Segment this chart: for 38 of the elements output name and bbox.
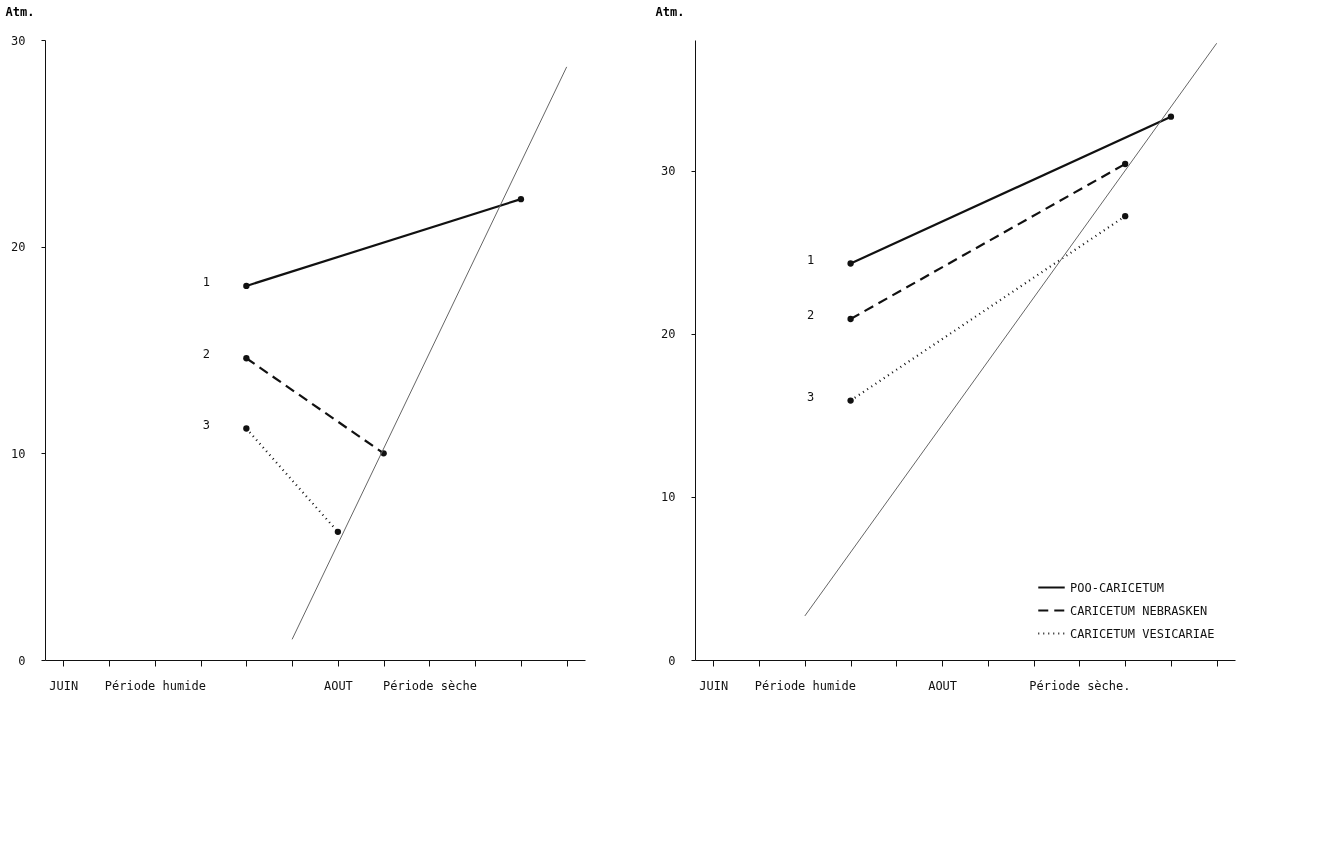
- point: [243, 282, 250, 290]
- x-tick-label: Période humide: [104, 678, 206, 693]
- point: [847, 260, 854, 267]
- point: [847, 315, 854, 323]
- legend-label: CARICETUM VESICARIAE: [1070, 626, 1215, 641]
- y-tick-label: 0: [18, 653, 26, 668]
- y-tick-label: 30: [11, 33, 26, 48]
- y-tick-label: 30: [661, 164, 676, 179]
- annotation: 3: [806, 389, 815, 404]
- point: [1122, 213, 1129, 220]
- y-tick-label: 10: [11, 446, 26, 461]
- x-tick-label: AOUT: [928, 678, 958, 693]
- y-axis-title: Atm.: [5, 4, 35, 19]
- annotation: 2: [202, 347, 210, 362]
- y-axis-title: Atm.: [655, 4, 685, 19]
- point: [1122, 160, 1129, 168]
- x-tick-label: AOUT: [323, 678, 353, 693]
- point: [243, 425, 250, 432]
- annotation: 1: [202, 274, 210, 289]
- y-tick-label: 20: [11, 240, 26, 255]
- annotation: 2: [806, 308, 815, 322]
- y-tick-label: 0: [668, 653, 676, 668]
- point: [243, 355, 250, 362]
- point: [517, 195, 525, 203]
- x-tick-label: Période sèche: [382, 678, 477, 693]
- y-tick-label: 20: [661, 327, 676, 342]
- annotation: 1: [806, 252, 815, 267]
- annotation: 3: [202, 417, 210, 432]
- x-tick-label: JUIN: [49, 678, 79, 693]
- point: [1167, 113, 1175, 120]
- x-tick-label: Période humide: [754, 678, 856, 693]
- point: [847, 397, 854, 404]
- x-tick-label: Période sèche.: [1029, 678, 1131, 693]
- y-tick-label: 10: [661, 490, 676, 505]
- point: [334, 528, 342, 536]
- legend-label: POO-CARICETUM: [1070, 580, 1164, 595]
- legend-label: CARICETUM NEBRASKEN: [1070, 603, 1208, 618]
- x-tick-label: JUIN: [699, 678, 729, 693]
